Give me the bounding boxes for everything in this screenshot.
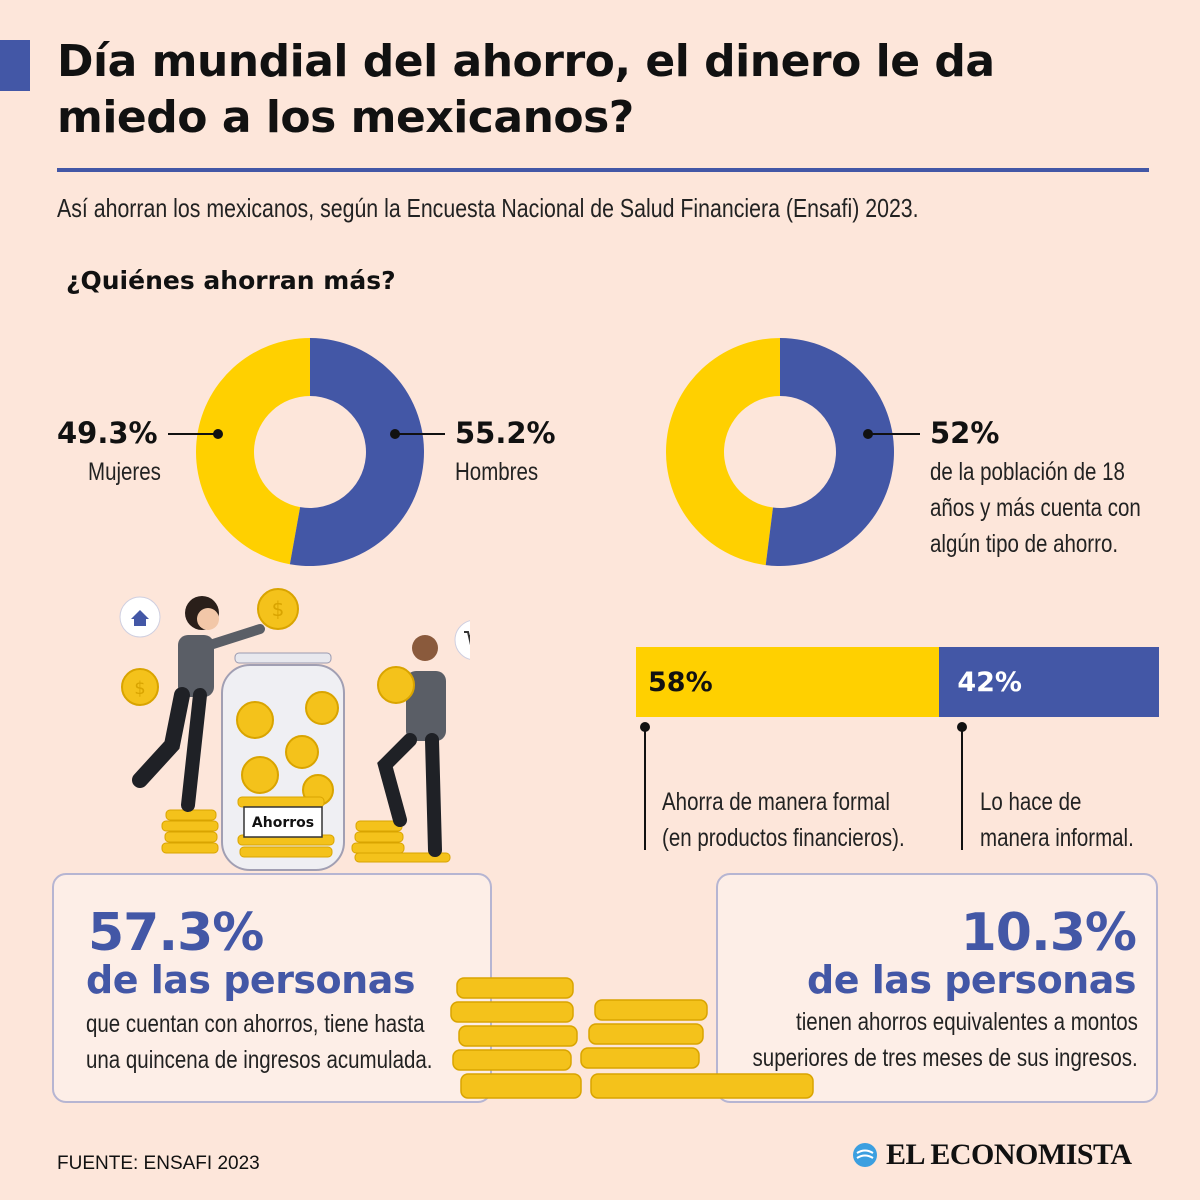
svg-text:$: $ bbox=[272, 597, 285, 621]
formal-leader-line bbox=[644, 727, 646, 850]
brand-name: EL ECONOMISTA bbox=[886, 1138, 1132, 1171]
coin-stacks-illustration bbox=[450, 977, 814, 1099]
savers-label-line-1: de la población de 18 bbox=[930, 458, 1125, 486]
coin-stack-right bbox=[351, 820, 451, 863]
woman-figure bbox=[132, 596, 265, 812]
informal-leader-line bbox=[961, 727, 963, 850]
hombres-label: Hombres bbox=[455, 458, 539, 486]
coin-stack-left bbox=[161, 809, 219, 854]
bar-segment-formal: 58% bbox=[636, 647, 940, 717]
shopping-cart-icon bbox=[454, 620, 470, 660]
stat-card-quincena bbox=[52, 873, 492, 1103]
source-note: FUENTE: ENSAFI 2023 bbox=[57, 1153, 260, 1174]
card-2-headline: de las personas bbox=[807, 958, 1136, 1002]
title-divider bbox=[57, 168, 1149, 172]
card-1-line-2: una quincena de ingresos acumulada. bbox=[86, 1046, 433, 1074]
donut-chart-savers bbox=[666, 338, 894, 566]
bar-segment-informal: 42% bbox=[939, 647, 1159, 717]
donut-slice-ahorran bbox=[765, 338, 894, 566]
savers-label-line-2: años y más cuenta con bbox=[930, 494, 1141, 522]
card-2-line-2: superiores de tres meses de sus ingresos… bbox=[752, 1044, 1138, 1072]
card-1-value: 57.3% bbox=[88, 903, 264, 963]
svg-text:$: $ bbox=[134, 678, 145, 699]
donut-chart-gender bbox=[196, 338, 424, 566]
informal-percent: 42% bbox=[957, 666, 1022, 698]
informal-label-line-2: manera informal. bbox=[980, 824, 1134, 852]
home-icon bbox=[119, 596, 161, 638]
page-subtitle: Así ahorran los mexicanos, según la Encu… bbox=[57, 193, 919, 223]
coin-icon bbox=[121, 668, 159, 706]
card-1-line-1: que cuentan con ahorros, tiene hasta bbox=[86, 1010, 425, 1038]
mujeres-leader-line bbox=[168, 433, 218, 435]
jar-label: Ahorros bbox=[252, 815, 314, 831]
mujeres-percent: 49.3% bbox=[57, 416, 158, 450]
section-heading: ¿Quiénes ahorran más? bbox=[66, 266, 396, 295]
savers-leader-line bbox=[868, 433, 920, 435]
jar-icon bbox=[221, 652, 345, 871]
mujeres-label: Mujeres bbox=[88, 458, 161, 486]
man-figure bbox=[377, 635, 446, 857]
savings-type-bar: 58% 42% bbox=[636, 647, 1159, 717]
card-1-headline: de las personas bbox=[86, 958, 415, 1002]
page-title: Día mundial del ahorro, el dinero le da … bbox=[57, 36, 995, 143]
coin-icon bbox=[257, 588, 299, 630]
savings-illustration: Ahorros $ $ bbox=[119, 588, 470, 871]
mujeres-leader-dot bbox=[213, 429, 223, 439]
stat-card-tres-meses bbox=[716, 873, 1158, 1103]
savers-label-line-3: algún tipo de ahorro. bbox=[930, 530, 1119, 558]
hombres-leader-line bbox=[395, 433, 445, 435]
card-2-value: 10.3% bbox=[960, 903, 1137, 963]
formal-label-line-2: (en productos financieros). bbox=[662, 824, 905, 852]
formal-label-line-1: Ahorra de manera formal bbox=[662, 788, 890, 816]
brand-logo: EL ECONOMISTA bbox=[852, 1138, 1132, 1172]
economista-logo-icon bbox=[853, 1143, 877, 1167]
title-accent-bar bbox=[0, 40, 30, 91]
donut-slice-mujeres bbox=[196, 338, 310, 565]
hombres-percent: 55.2% bbox=[455, 416, 556, 450]
donut-slice-hombres bbox=[289, 338, 424, 566]
informal-label-line-1: Lo hace de bbox=[980, 788, 1082, 816]
donut-slice-no-ahorran bbox=[666, 338, 780, 566]
formal-percent: 58% bbox=[648, 666, 713, 698]
savers-percent: 52% bbox=[930, 416, 1000, 450]
card-2-line-1: tienen ahorros equivalentes a montos bbox=[796, 1008, 1138, 1036]
